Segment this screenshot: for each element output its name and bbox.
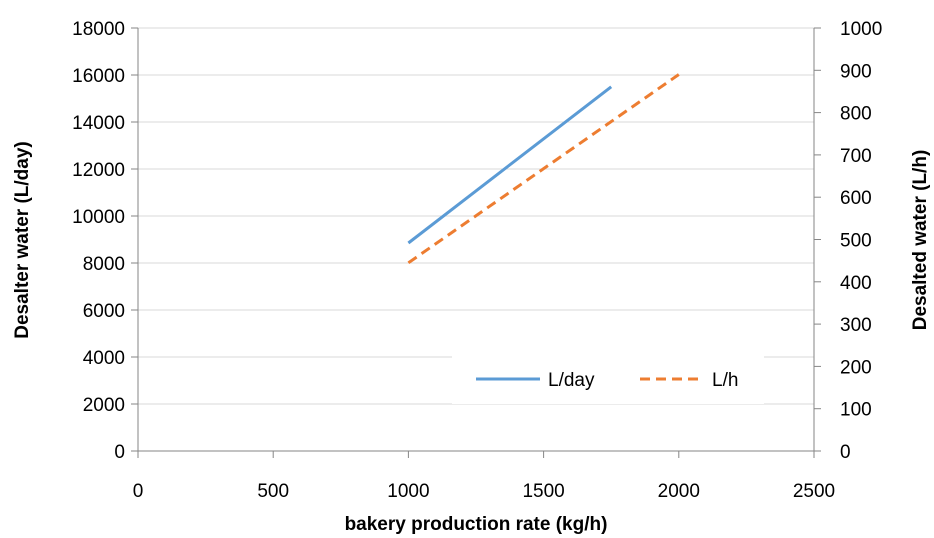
- y2-tick-label: 1000: [840, 19, 882, 40]
- y-tick-label: 2000: [83, 395, 125, 416]
- y2-tick-label: 200: [840, 357, 872, 378]
- y-tick-label: 6000: [83, 301, 125, 322]
- tick-labels: 0200040006000800010000120001400016000180…: [72, 19, 882, 502]
- y-tick-label: 4000: [83, 348, 125, 369]
- y2-tick-label: 100: [840, 400, 872, 421]
- y2-tick-label: 0: [840, 442, 851, 463]
- y-tick-label: 12000: [72, 160, 125, 181]
- y2-tick-label: 600: [840, 188, 872, 209]
- y-tick-label: 0: [114, 442, 125, 463]
- x-tick-label: 2500: [793, 481, 835, 502]
- y-tick-label: 14000: [72, 113, 125, 134]
- legend-label-l-day: L/day: [548, 370, 595, 391]
- y-tick-label: 10000: [72, 207, 125, 228]
- y-axis-title: Desalter water (L/day): [12, 141, 33, 338]
- y-tick-label: 18000: [72, 19, 125, 40]
- y-tick-label: 8000: [83, 254, 125, 275]
- y2-tick-label: 500: [840, 231, 872, 252]
- legend: L/day L/h: [452, 352, 764, 404]
- y2-tick-label: 700: [840, 146, 872, 167]
- y2-axis-title: Desalted water (L/h): [910, 150, 931, 331]
- x-tick-label: 1000: [387, 481, 429, 502]
- x-tick-label: 0: [133, 481, 144, 502]
- x-tick-label: 500: [257, 481, 289, 502]
- y2-tick-label: 900: [840, 61, 872, 82]
- x-axis-title: bakery production rate (kg/h): [345, 514, 608, 535]
- legend-label-l-h: L/h: [712, 370, 738, 391]
- y2-tick-label: 400: [840, 273, 872, 294]
- y2-tick-label: 800: [840, 104, 872, 125]
- x-tick-label: 1500: [522, 481, 564, 502]
- series-line-l-day: [408, 87, 611, 243]
- x-tick-label: 2000: [658, 481, 700, 502]
- y2-tick-label: 300: [840, 315, 872, 336]
- y-tick-label: 16000: [72, 66, 125, 87]
